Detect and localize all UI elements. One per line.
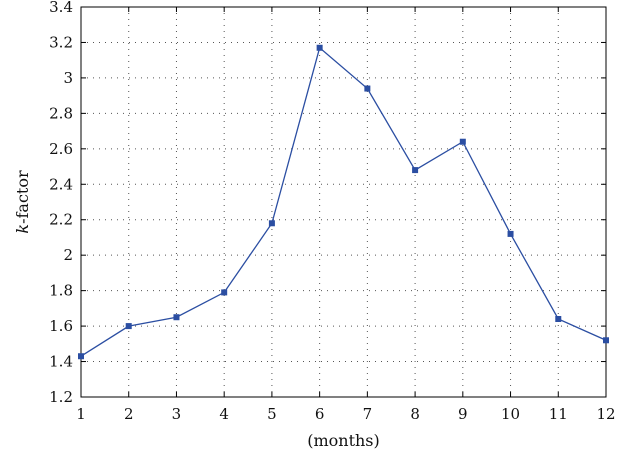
y-axis-label-rest: -factor xyxy=(13,170,32,224)
axis-ticks xyxy=(80,6,607,398)
data-point xyxy=(125,323,132,330)
y-tick-label: 2.8 xyxy=(49,104,73,122)
data-point xyxy=(78,353,84,360)
x-tick-label: 4 xyxy=(219,405,229,423)
x-tick-label: 5 xyxy=(267,405,277,423)
y-axis-tick-labels: 1.2 1.4 1.6 1.8 2 2.2 2.4 2.6 2.8 3 3.2 3.4 xyxy=(49,0,73,406)
x-tick-label: 9 xyxy=(458,405,468,423)
grid xyxy=(81,7,606,397)
y-tick-label: 2.2 xyxy=(49,211,73,229)
y-tick-label: 1.2 xyxy=(49,388,73,406)
x-tick-label: 10 xyxy=(501,405,520,423)
x-tick-label: 7 xyxy=(363,405,373,423)
y-tick-label: 3 xyxy=(63,69,73,87)
y-axis-label-italic: k xyxy=(13,224,32,234)
series-layer xyxy=(78,44,609,360)
x-tick-label: 3 xyxy=(172,405,182,423)
y-tick-label: 2.6 xyxy=(49,140,73,158)
data-point xyxy=(507,230,514,237)
y-tick-label: 3.4 xyxy=(49,0,73,16)
x-axis-label: (months) xyxy=(307,431,380,450)
data-point xyxy=(316,44,323,51)
y-tick-label: 2 xyxy=(63,246,73,264)
data-point xyxy=(221,289,228,296)
data-point xyxy=(412,167,419,174)
y-tick-label: 3.2 xyxy=(49,33,73,51)
y-tick-label: 2.4 xyxy=(49,175,73,193)
data-point xyxy=(364,85,371,92)
data-point xyxy=(603,337,609,344)
data-point xyxy=(459,138,466,145)
x-tick-label: 12 xyxy=(596,405,615,423)
data-point xyxy=(173,314,180,321)
y-axis-label: k-factor xyxy=(13,170,32,234)
y-tick-label: 1.4 xyxy=(49,353,73,371)
x-axis-tick-labels: 1 2 3 4 5 6 7 8 9 10 11 12 xyxy=(76,405,615,423)
series-line xyxy=(80,46,607,357)
x-tick-label: 8 xyxy=(410,405,420,423)
data-point xyxy=(555,316,562,322)
x-tick-label: 1 xyxy=(76,405,86,423)
y-tick-label: 1.6 xyxy=(49,317,73,335)
x-tick-label: 11 xyxy=(549,405,568,423)
x-tick-label: 2 xyxy=(124,405,134,423)
y-tick-label: 1.8 xyxy=(49,282,73,300)
plot-frame xyxy=(80,6,607,398)
data-point xyxy=(268,220,275,227)
x-tick-label: 6 xyxy=(315,405,325,423)
